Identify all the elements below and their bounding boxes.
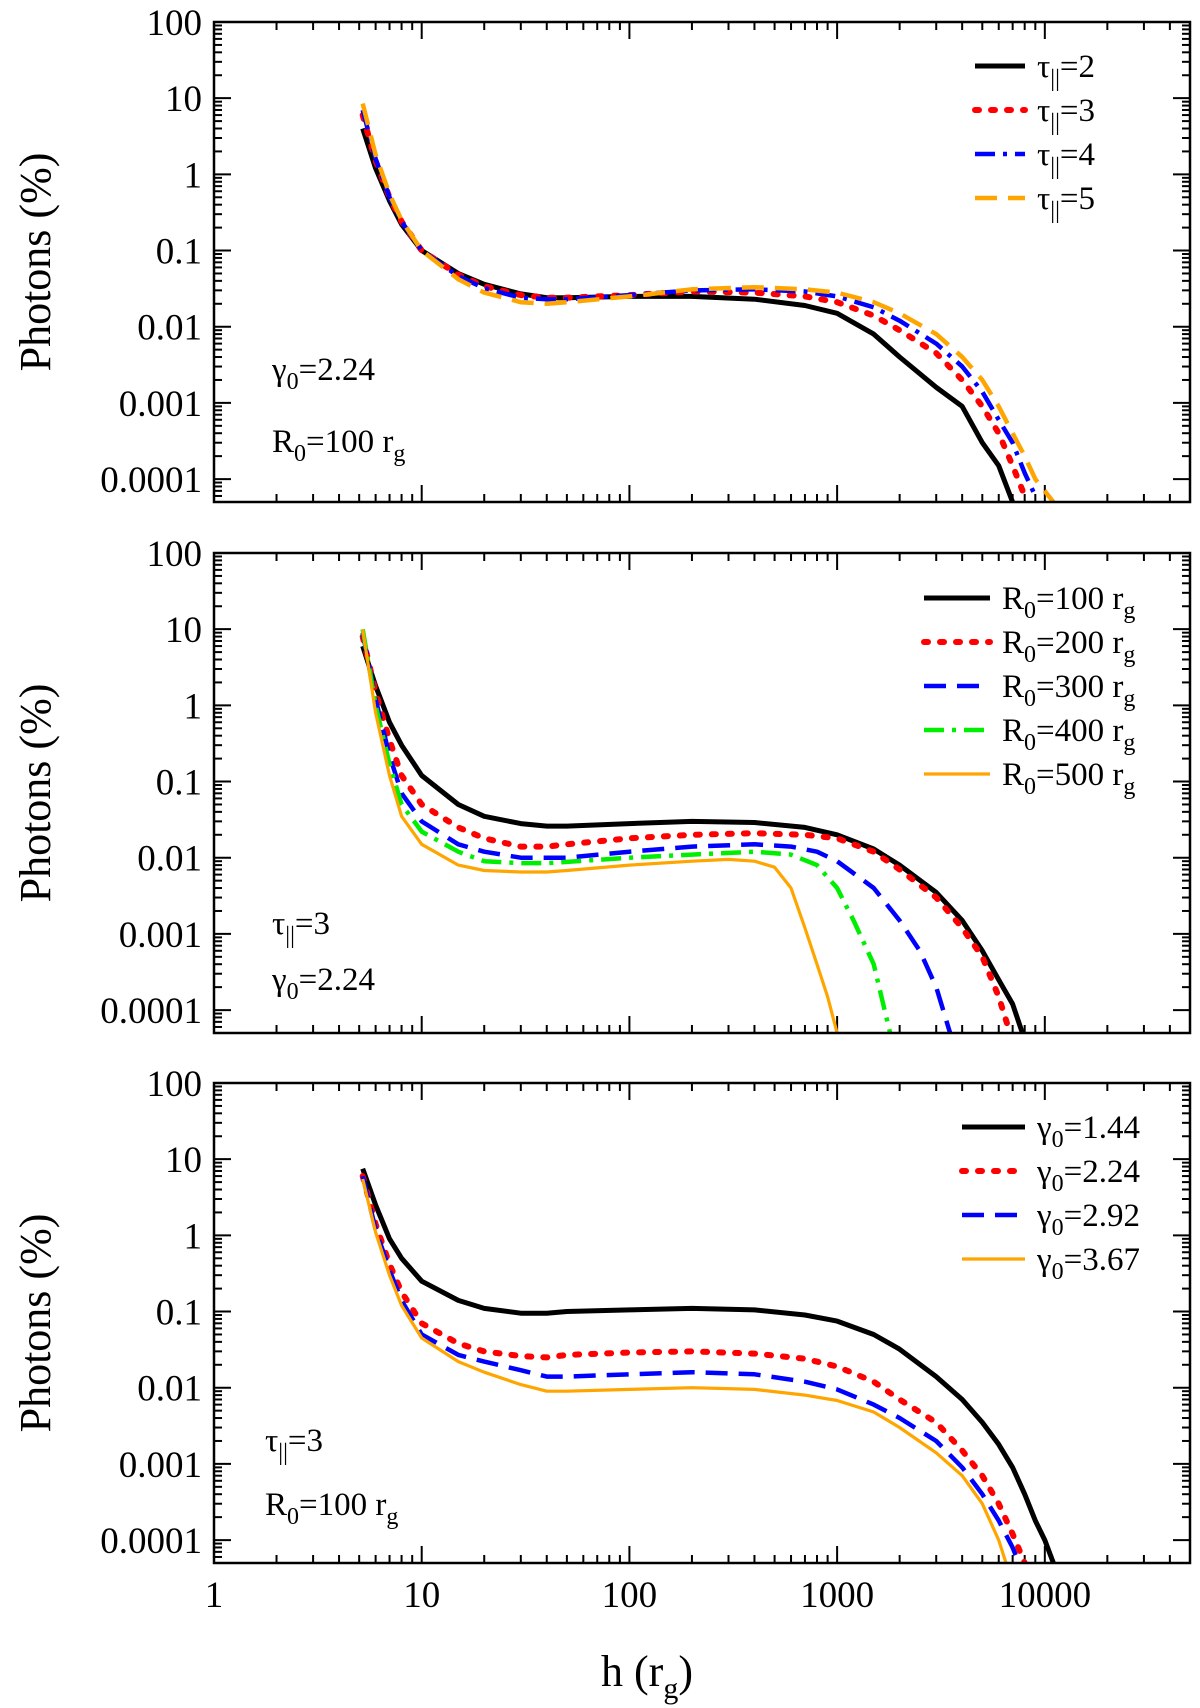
- y-tick-label: 0.1: [156, 1293, 202, 1334]
- y-tick-label: 10: [165, 79, 202, 120]
- y-tick-label: 100: [147, 1064, 203, 1105]
- y-tick-label: 10: [165, 610, 202, 651]
- y-tick-label: 0.1: [156, 763, 202, 804]
- y-tick-label: 0.01: [137, 839, 202, 880]
- y-tick-label: 0.01: [137, 308, 202, 349]
- legend-label: R0=500 rg: [1002, 757, 1135, 800]
- series-line-1: [360, 1167, 1056, 1563]
- series-line-4: [360, 103, 1056, 502]
- x-tick-label: 1000: [800, 1575, 874, 1616]
- annotation-2: R0=100 rg: [265, 1487, 398, 1530]
- plot-frame: [212, 1081, 1192, 1565]
- series-line-4: [361, 1178, 1008, 1563]
- series-line-4: [360, 628, 893, 1033]
- legend-label: γ0=3.67: [1036, 1242, 1140, 1285]
- panel-2: 100 10 1 0.1 0.01 0.001 0.0001 Photons (%) R0=10…: [11, 534, 1192, 1035]
- y-axis-title: Photons (%): [11, 153, 60, 372]
- series-line-1: [360, 127, 1015, 502]
- legend-label: τ||=2: [1037, 49, 1095, 92]
- series-line-3: [360, 632, 953, 1033]
- y-tick-label: 0.001: [119, 384, 202, 425]
- series-line-2: [359, 112, 1028, 499]
- series-line-2: [359, 1173, 1028, 1563]
- annotation-1: τ||=3: [272, 906, 330, 949]
- legend-label: R0=300 rg: [1002, 669, 1135, 712]
- annotation-2: R0=100 rg: [272, 424, 405, 467]
- series-line-1: [360, 645, 1025, 1033]
- legend-label: γ0=2.92: [1036, 1198, 1140, 1241]
- annotation-1: τ||=3: [265, 1423, 323, 1466]
- annotation-2: γ0=2.24: [271, 962, 375, 1005]
- legend-label: γ0=1.44: [1036, 1110, 1140, 1153]
- x-tick-label: 10: [403, 1575, 440, 1616]
- plot-frame: [212, 20, 1192, 504]
- x-axis-title: h (rg): [601, 1647, 693, 1705]
- y-tick-label: 0.01: [137, 1369, 202, 1410]
- y-tick-label: 0.0001: [100, 1521, 202, 1562]
- series-line-5: [361, 628, 839, 1033]
- panel-1: 100 10 1 0.1 0.01 0.001 0.0001 Photons (%) τ||=2…: [11, 3, 1192, 504]
- y-tick-label: 0.0001: [100, 460, 202, 501]
- y-axis-title: Photons (%): [11, 1214, 60, 1433]
- series-line-3: [360, 109, 1038, 497]
- legend-label: R0=400 rg: [1002, 713, 1135, 756]
- plot-frame: [212, 551, 1192, 1035]
- y-tick-label: 100: [147, 534, 203, 575]
- annotation-1: γ0=2.24: [271, 352, 375, 395]
- y-tick-label: 0.0001: [100, 991, 202, 1032]
- legend-label: γ0=2.24: [1036, 1154, 1140, 1197]
- y-tick-label: 100: [147, 3, 203, 44]
- legend-label: R0=200 rg: [1002, 625, 1135, 668]
- series-line-2: [359, 633, 1013, 1033]
- series-line-3: [360, 1175, 1021, 1563]
- legend-label: τ||=5: [1037, 181, 1095, 224]
- x-tick-label: 1: [205, 1575, 224, 1616]
- y-tick-label: 0.001: [119, 915, 202, 956]
- legend-label: R0=100 rg: [1002, 581, 1135, 624]
- y-tick-label: 1: [184, 1216, 203, 1257]
- y-tick-label: 0.1: [156, 232, 202, 273]
- y-tick-label: 1: [184, 155, 203, 196]
- y-axis-title: Photons (%): [11, 684, 60, 903]
- legend-label: τ||=4: [1037, 137, 1095, 180]
- y-tick-label: 0.001: [119, 1445, 202, 1486]
- x-tick-label: 100: [602, 1575, 658, 1616]
- x-tick-label: 10000: [999, 1575, 1092, 1616]
- legend-label: τ||=3: [1037, 93, 1095, 136]
- y-tick-label: 1: [184, 686, 203, 727]
- y-tick-label: 10: [165, 1140, 202, 1181]
